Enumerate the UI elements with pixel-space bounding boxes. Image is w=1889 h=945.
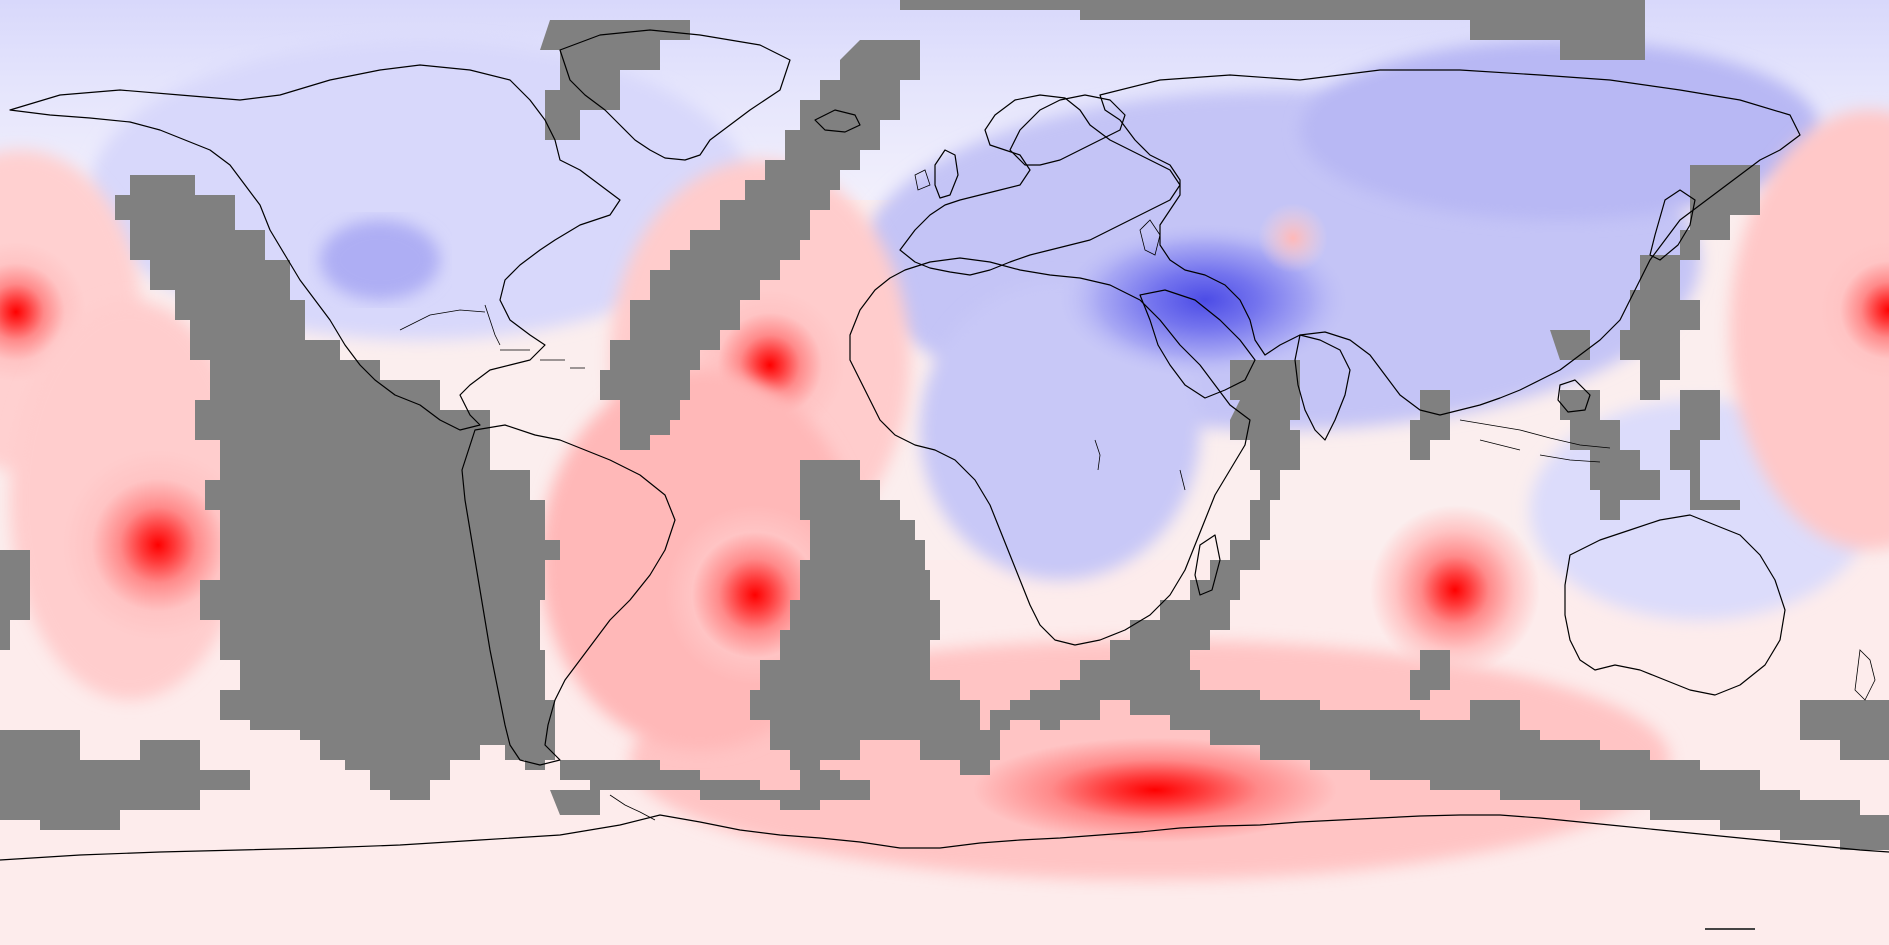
asia-coast: [1099, 69, 1801, 416]
greenland-coast: [559, 29, 791, 161]
scale-mark: [1705, 928, 1755, 930]
africa-coast: [849, 257, 1251, 646]
antarctica-coast: [0, 814, 1889, 861]
north-america-coast: [9, 64, 621, 431]
europe-coast: [899, 94, 1181, 276]
hotspot-west-pacific-edge: [1819, 240, 1889, 380]
missing-data-mask: [0, 0, 1889, 850]
australia-coast: [1564, 514, 1786, 696]
south-america-coast: [461, 424, 676, 766]
hotspot-central-asia: [1258, 203, 1328, 273]
coastlines: [0, 29, 1889, 861]
hotspot-indian-ocean-west-australia: [1370, 505, 1540, 675]
